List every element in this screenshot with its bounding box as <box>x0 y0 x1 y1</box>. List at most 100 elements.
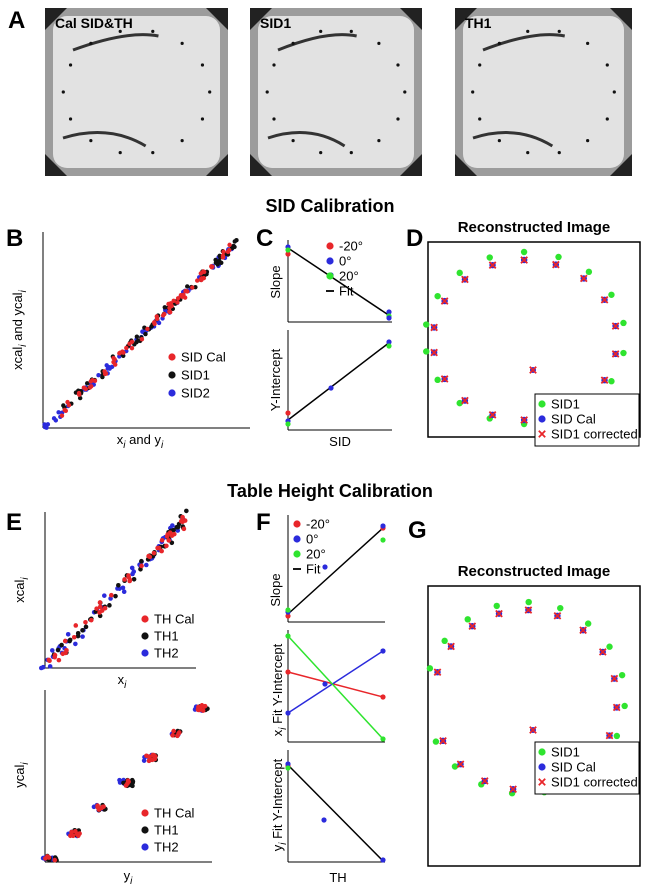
point <box>493 602 500 610</box>
point <box>202 703 208 709</box>
point <box>478 117 482 121</box>
point <box>129 339 135 344</box>
subscript: i <box>124 680 127 691</box>
image-corner <box>250 154 272 176</box>
point <box>70 833 76 839</box>
point <box>141 809 149 817</box>
x-marker <box>440 375 449 383</box>
point <box>49 648 55 653</box>
point <box>190 285 195 290</box>
point <box>130 571 135 577</box>
legend-label: SID1 <box>551 745 580 760</box>
x-marker <box>600 295 609 304</box>
legend-label: Fit <box>306 562 321 577</box>
subscript: i <box>130 876 133 887</box>
fit-line <box>287 671 384 698</box>
point <box>285 710 291 716</box>
point <box>43 856 48 861</box>
point <box>538 763 546 771</box>
point <box>220 255 226 260</box>
point <box>159 537 165 543</box>
x-marker <box>456 760 465 769</box>
point <box>166 538 172 543</box>
subscript: i <box>18 289 29 292</box>
point <box>396 117 400 121</box>
image-corner <box>455 154 477 176</box>
point <box>349 151 353 155</box>
point <box>175 300 180 305</box>
x-axis-label: SID <box>329 434 351 449</box>
point <box>121 353 126 359</box>
point <box>319 151 323 155</box>
point <box>164 534 170 539</box>
legend-label: TH2 <box>154 646 179 661</box>
point <box>117 777 122 783</box>
point <box>94 606 99 611</box>
x-marker <box>610 674 619 683</box>
point <box>441 637 448 645</box>
label-part: Fit Y-Intercept <box>270 758 285 842</box>
x-marker <box>488 411 497 419</box>
point <box>121 589 127 595</box>
phantom-edge <box>267 131 346 148</box>
point <box>613 732 621 740</box>
fit-line <box>287 527 384 615</box>
point <box>612 90 616 94</box>
point <box>285 633 291 639</box>
label-part: and ycal <box>10 292 25 344</box>
label-part: x <box>270 729 285 736</box>
point <box>141 826 149 834</box>
image-corner <box>455 8 477 30</box>
section-title: SID Calibration <box>265 196 394 216</box>
label-part: xcal <box>10 347 25 370</box>
point <box>321 817 327 823</box>
point <box>139 337 145 342</box>
y-axis-label: Slope <box>268 573 283 606</box>
y-axis-label: ycali <box>12 762 31 788</box>
x-axis-label: xi <box>118 672 128 691</box>
point <box>139 563 144 569</box>
point <box>134 334 140 339</box>
panel-letter: C <box>256 225 273 252</box>
point <box>538 415 546 423</box>
point <box>113 593 118 599</box>
point <box>285 765 291 771</box>
legend-label: TH1 <box>154 629 179 644</box>
point <box>73 641 78 647</box>
x-marker <box>611 322 620 330</box>
point <box>178 292 184 298</box>
panel-letter: A <box>8 7 25 34</box>
point <box>52 652 58 658</box>
x-marker <box>611 350 620 358</box>
point <box>285 761 291 767</box>
point <box>102 593 107 598</box>
point <box>118 151 122 155</box>
point <box>322 564 328 570</box>
point <box>97 600 103 605</box>
x-marker <box>468 622 477 631</box>
point <box>167 309 173 315</box>
point <box>145 326 150 332</box>
label-part: and y <box>126 432 162 447</box>
point <box>618 671 626 679</box>
point <box>293 535 301 543</box>
point <box>232 239 237 244</box>
point <box>144 562 149 568</box>
point <box>129 345 135 351</box>
legend-label: 0° <box>339 254 351 269</box>
point <box>118 29 122 33</box>
point <box>56 410 61 415</box>
legend-label: -20° <box>306 517 330 532</box>
point <box>141 632 149 640</box>
fit-line <box>287 341 391 421</box>
point <box>146 758 152 764</box>
point <box>154 314 159 319</box>
point <box>293 550 301 558</box>
point <box>83 619 88 625</box>
point <box>227 242 232 248</box>
point <box>326 272 334 280</box>
legend-box <box>534 393 640 447</box>
subscript: i <box>278 842 289 845</box>
point <box>621 702 628 710</box>
panel-letter: B <box>6 225 23 252</box>
